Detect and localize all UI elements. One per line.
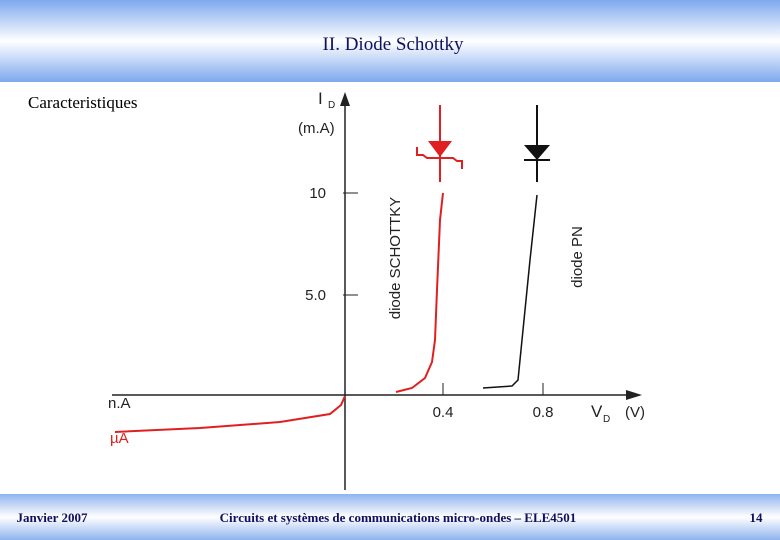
schottky-reverse: [114, 395, 346, 433]
schottky-symbol: [416, 105, 463, 182]
section-label: Caracteristiques: [28, 93, 138, 112]
header-band: [0, 0, 780, 82]
footer-band: [0, 494, 780, 540]
x-arrow: [626, 390, 642, 400]
curve-label: diode PN: [569, 226, 586, 288]
footer-right: 14: [750, 510, 764, 525]
x-label-sub: D: [603, 414, 610, 425]
x-unit: (V): [625, 404, 645, 421]
x-label: V: [591, 402, 603, 421]
footer-left: Janvier 2007: [17, 510, 88, 525]
y-label: I: [318, 89, 323, 108]
footer-center: Circuits et systèmes de communications m…: [220, 510, 577, 525]
neg-label: µA: [110, 430, 129, 447]
pn-forward: [482, 194, 538, 389]
curve-label: diode SCHOTTKY: [387, 197, 404, 320]
y-label-sub: D: [328, 100, 335, 111]
y-tick-label: 5.0: [305, 287, 326, 304]
x-tick-label: 0.4: [433, 404, 454, 421]
x-tick-label: 0.8: [533, 404, 554, 421]
neg-label: n.A: [108, 395, 131, 412]
y-arrow: [340, 92, 350, 106]
pn-symbol: [524, 105, 550, 182]
y-unit: (m.A): [298, 120, 335, 137]
y-tick-label: 10: [309, 185, 326, 202]
schottky-forward: [395, 192, 444, 393]
title: II. Diode Schottky: [323, 34, 464, 55]
